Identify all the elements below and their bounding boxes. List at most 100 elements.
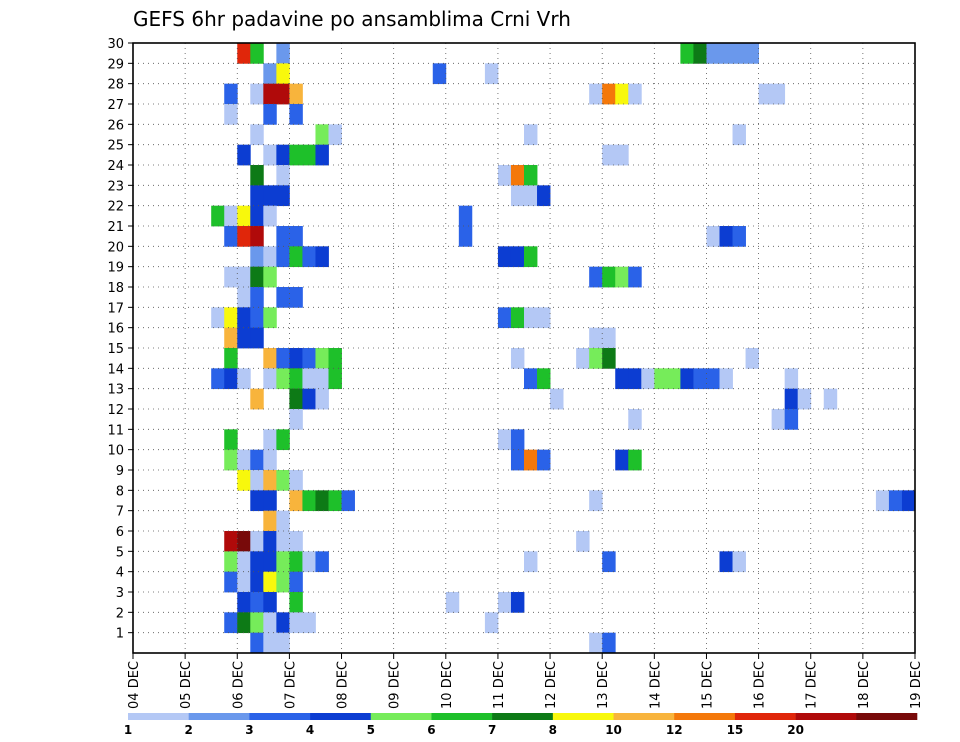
heatmap-cell: [576, 348, 590, 369]
heatmap-cell: [745, 43, 759, 64]
heatmap-cell: [211, 307, 225, 329]
colorbar-swatch: [795, 713, 857, 720]
colorbar-swatch: [431, 713, 493, 720]
heatmap-cell: [237, 144, 251, 166]
y-tick-label: 27: [107, 98, 124, 113]
heatmap-cell: [224, 449, 238, 471]
y-tick-label: 21: [107, 220, 124, 235]
heatmap-cell: [784, 368, 799, 390]
x-tick-label: 13 DEC: [596, 661, 611, 709]
heatmap-cell: [289, 246, 303, 268]
colorbar-swatch: [310, 713, 372, 720]
heatmap-cell: [250, 388, 264, 410]
heatmap-cell: [237, 449, 251, 471]
heatmap-cells: [211, 43, 916, 654]
y-tick-label: 19: [107, 261, 124, 276]
y-tick-label: 6: [116, 525, 124, 540]
heatmap-cell: [589, 83, 603, 105]
heatmap-cell: [302, 246, 316, 268]
heatmap-cell: [719, 551, 733, 573]
heatmap-cell: [315, 388, 329, 410]
y-tick-label: 28: [107, 78, 124, 93]
heatmap-cell: [237, 612, 251, 634]
heatmap-cell: [250, 165, 264, 186]
heatmap-cell: [263, 531, 277, 552]
heatmap-cell: [263, 104, 277, 125]
heatmap-cell: [602, 266, 616, 288]
colorbar-tick-label: 15: [727, 723, 744, 737]
y-tick-label: 11: [107, 423, 124, 438]
heatmap-cell: [289, 592, 303, 613]
heatmap-cell: [289, 531, 303, 552]
heatmap-cell: [732, 124, 746, 146]
heatmap-cell: [537, 449, 551, 471]
y-tick-label: 23: [107, 179, 124, 194]
heatmap-cell: [276, 165, 290, 186]
heatmap-cell: [250, 124, 264, 146]
y-tick-label: 26: [107, 118, 124, 133]
colorbar-tick-label: 3: [245, 723, 253, 737]
heatmap-cell: [719, 43, 733, 64]
colorbar-tick-label: 4: [306, 723, 314, 737]
heatmap-cell: [771, 409, 786, 430]
colorbar-tick-label: 7: [488, 723, 496, 737]
heatmap-cell: [276, 185, 290, 207]
heatmap-cell: [289, 490, 303, 512]
heatmap-cell: [628, 266, 642, 288]
heatmap-cell: [510, 449, 525, 471]
y-tick-label: 5: [116, 545, 124, 560]
heatmap-cell: [615, 266, 629, 288]
heatmap-cell: [250, 327, 264, 349]
heatmap-cell: [315, 348, 329, 369]
heatmap-cell: [276, 632, 290, 654]
x-tick-label: 09 DEC: [388, 661, 403, 709]
heatmap-cell: [237, 307, 251, 329]
heatmap-cell: [315, 490, 329, 512]
y-tick-label: 17: [107, 301, 124, 316]
heatmap-cell: [276, 551, 290, 573]
x-tick-label: 18 DEC: [857, 661, 872, 709]
heatmap-cell: [237, 571, 251, 593]
heatmap-cell: [276, 63, 290, 85]
heatmap-cell: [302, 490, 316, 512]
y-tick-label: 4: [116, 566, 124, 581]
colorbar-swatch: [856, 713, 918, 720]
heatmap-cell: [224, 531, 238, 552]
heatmap-cell: [250, 571, 264, 593]
heatmap-cell: [276, 287, 290, 308]
heatmap-cell: [289, 83, 303, 105]
heatmap-cell: [524, 124, 538, 146]
heatmap-cell: [276, 226, 290, 247]
heatmap-cell: [341, 490, 355, 512]
heatmap-cell: [302, 551, 316, 573]
heatmap-cell: [758, 83, 773, 105]
heatmap-cell: [289, 144, 303, 166]
colorbar: 1 2 3 4 5 6 7 8 10 12 15 20: [124, 713, 918, 737]
heatmap-cell: [497, 165, 512, 186]
heatmap-cell: [250, 246, 264, 268]
heatmap-cell: [602, 632, 616, 654]
heatmap-cell: [537, 185, 551, 207]
heatmap-cell: [576, 531, 590, 552]
heatmap-cell: [484, 612, 499, 634]
heatmap-cell: [510, 592, 525, 613]
heatmap-cell: [771, 83, 786, 105]
y-tick-label: 30: [107, 37, 124, 52]
colorbar-tick-label: 12: [666, 723, 683, 737]
x-tick-label: 16 DEC: [753, 661, 768, 709]
heatmap-cell: [237, 205, 251, 227]
y-tick-label: 12: [107, 403, 124, 418]
heatmap-cell: [224, 348, 238, 369]
heatmap-cell: [497, 307, 512, 329]
y-tick-label: 25: [107, 139, 124, 154]
heatmap-cell: [224, 551, 238, 573]
heatmap-cell: [224, 307, 238, 329]
heatmap-cell: [250, 83, 264, 105]
heatmap-cell: [888, 490, 903, 512]
y-tick-label: 13: [107, 383, 124, 398]
heatmap-cell: [510, 246, 525, 268]
heatmap-cell: [263, 307, 277, 329]
heatmap-cell: [497, 246, 512, 268]
heatmap-cell: [263, 632, 277, 654]
heatmap-cell: [719, 368, 733, 390]
